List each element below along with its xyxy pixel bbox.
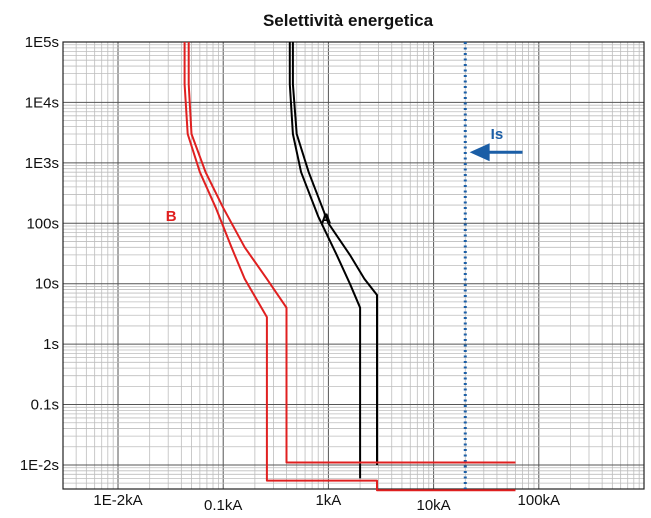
curve-b [187, 42, 516, 464]
y-tick-label: 1s [43, 336, 59, 353]
reference-line-group [463, 42, 523, 489]
plot-border [62, 41, 645, 490]
y-tick-label: 1E5s [25, 34, 59, 51]
y-tick-label: 1E4s [25, 94, 59, 111]
chart-title: Selettività energetica [263, 11, 434, 30]
y-tick-label: 100s [26, 215, 59, 232]
y-tick-label: 1E-2s [20, 457, 59, 474]
y-tick-label: 0.1s [31, 397, 59, 414]
x-tick-label: 1E-2kA [93, 492, 142, 509]
curve-a [288, 42, 362, 479]
annotation-label: Is [491, 126, 504, 143]
curves-group [183, 42, 516, 492]
x-tick-label: 100kA [518, 492, 561, 509]
grid [62, 41, 645, 490]
x-tick-label: 1kA [315, 492, 341, 509]
x-tick-label: 10kA [417, 497, 451, 514]
curve-a [291, 42, 378, 465]
is-arrow-head [469, 143, 490, 162]
annotations-group: A B Is [166, 126, 503, 227]
annotation-label: B [166, 208, 177, 225]
curve-b [183, 42, 516, 492]
y-tick-label: 1E3s [25, 155, 59, 172]
x-tick-label: 0.1kA [204, 497, 242, 514]
y-tick-label: 10s [35, 276, 59, 293]
annotation-label: A [321, 210, 332, 227]
ticks-group: 1E-2kA 0.1kA 1kA 10kA 100kA 1E5s 1E4s 1E3s 100s 1… [20, 34, 560, 514]
